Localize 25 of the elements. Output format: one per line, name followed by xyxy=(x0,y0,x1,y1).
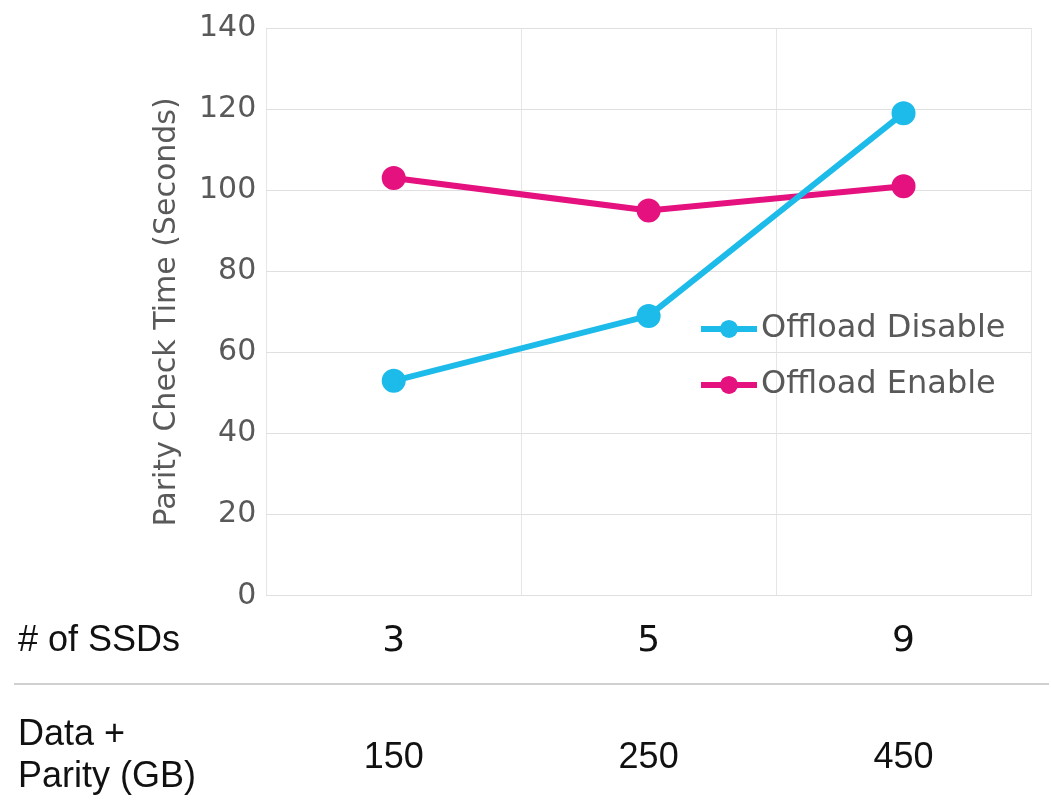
point xyxy=(891,101,916,126)
x-tick-label: 5 xyxy=(637,617,661,659)
legend-label: Offload Disable xyxy=(761,307,1006,346)
y-tick-label: 80 xyxy=(218,251,257,287)
point xyxy=(381,368,406,393)
point xyxy=(891,174,916,199)
point xyxy=(636,303,661,328)
y-axis-title: Parity Check Time (Seconds) xyxy=(146,97,182,527)
y-tick-label: 0 xyxy=(237,575,257,611)
text: Data + Parity (GB) xyxy=(18,712,197,796)
y-tick-label: 20 xyxy=(218,494,257,530)
text: 250 xyxy=(618,735,679,777)
text: 150 xyxy=(363,735,424,777)
y-tick-label: 120 xyxy=(199,88,257,124)
y-tick-label: 60 xyxy=(218,332,257,368)
y-tick-label: 100 xyxy=(199,170,257,206)
point xyxy=(381,166,406,191)
legend-label: Offload Enable xyxy=(761,363,996,402)
point xyxy=(636,198,661,223)
y-tick-label: 140 xyxy=(199,7,257,43)
x-tick-label: 9 xyxy=(892,617,915,659)
x-tick-label: 3 xyxy=(382,617,406,659)
text: 450 xyxy=(873,735,934,777)
y-tick-label: 40 xyxy=(218,413,257,449)
text: # of SSDs xyxy=(18,618,182,660)
